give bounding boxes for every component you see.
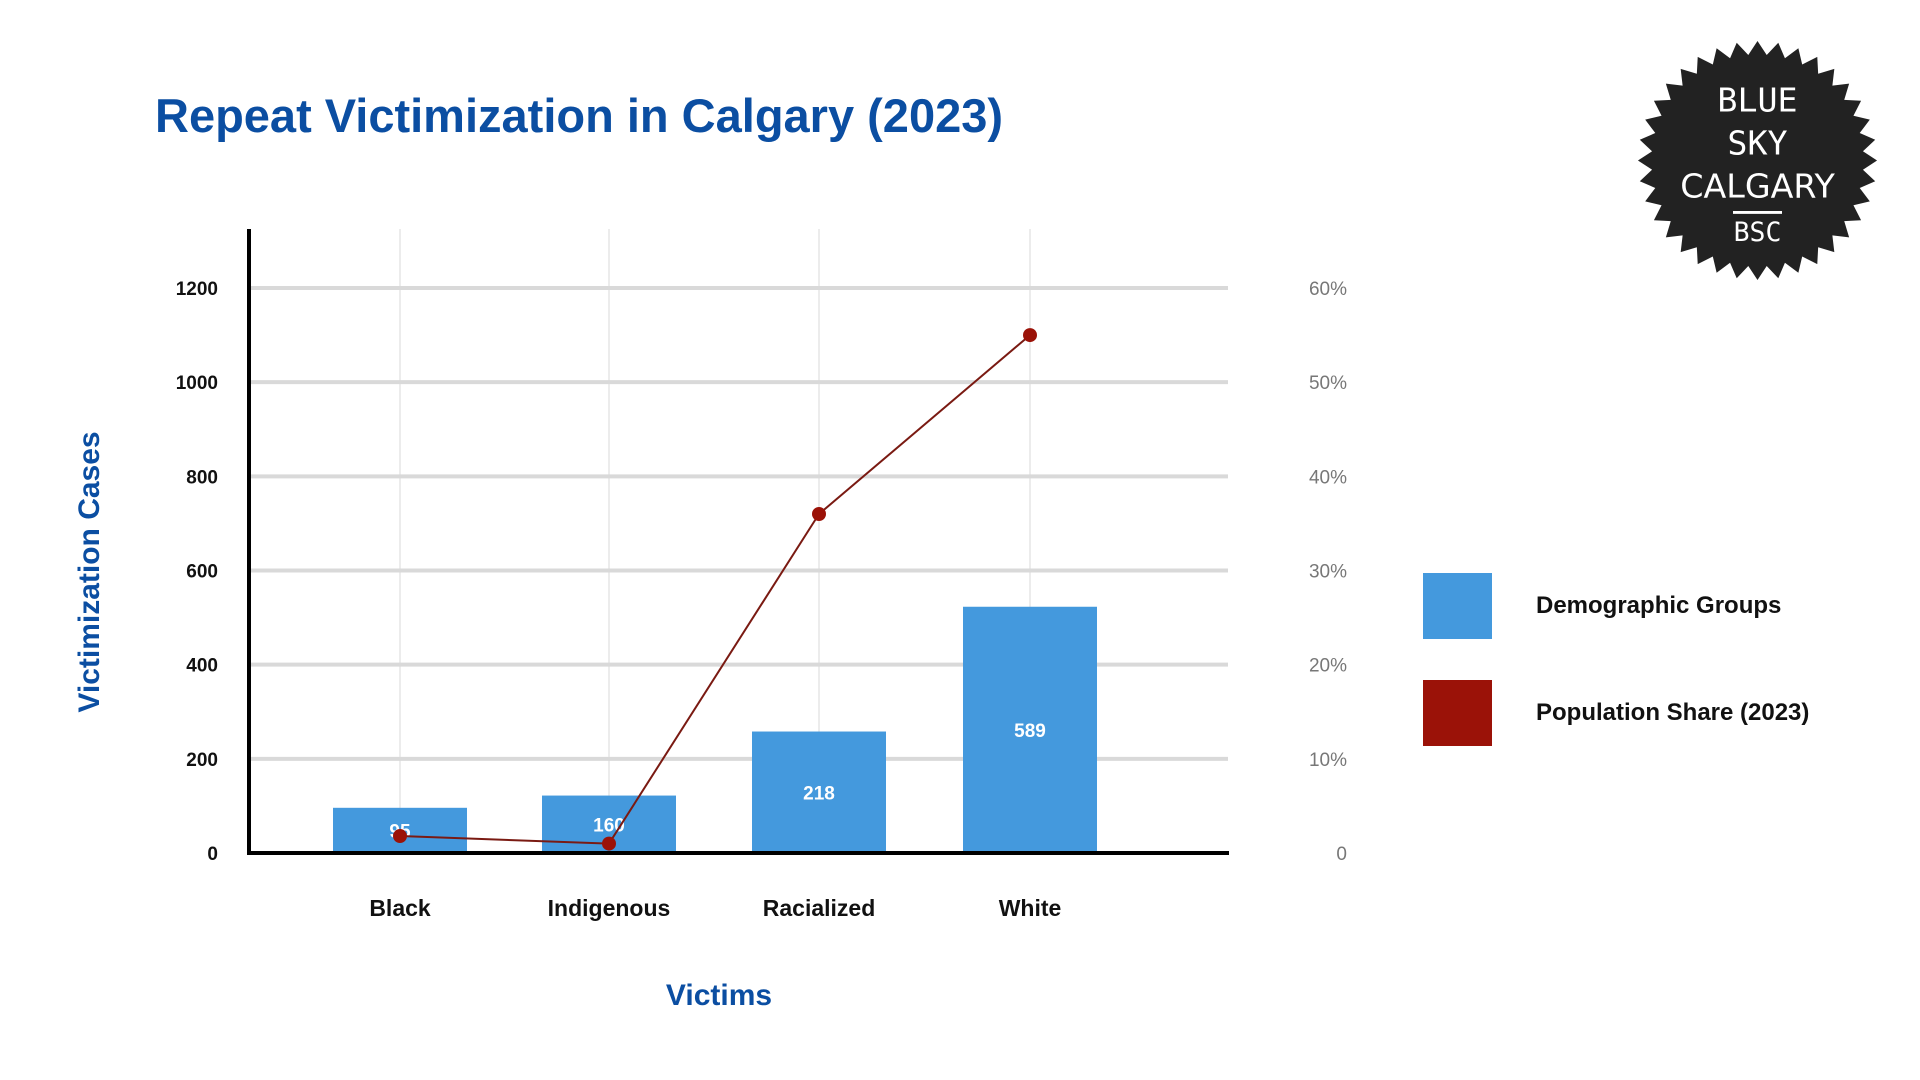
blue-sky-calgary-logo: BLUE SKY CALGARY BSC (1637, 40, 1878, 281)
legend-label: Population Share (2023) (1536, 699, 1810, 726)
logo-line: CALGARY (1680, 167, 1835, 206)
logo-line: SKY (1727, 124, 1787, 163)
logo-line: BLUE (1717, 81, 1797, 120)
y2-tick-label: 40% (1309, 467, 1347, 488)
line-point (1023, 328, 1037, 343)
y2-tick-label: 60% (1309, 279, 1347, 300)
tick-labels: 0 0 200 10% 400 20% 600 30% 800 40% 1000 50% 1200 60%… (176, 279, 1347, 921)
line-point (602, 836, 616, 851)
legend-item-demographic-groups: Demographic Groups (1423, 573, 1781, 639)
x-category-label: Racialized (763, 895, 876, 921)
x-category-label: Black (369, 895, 431, 921)
bar-data-label: 589 (1014, 721, 1046, 742)
legend-swatch-red (1423, 680, 1492, 746)
line-point (812, 507, 826, 521)
bars: 95160218589 (333, 606, 1097, 853)
bar-racialized (752, 731, 886, 853)
y-tick-label: 200 (186, 750, 218, 771)
y2-tick-label: 10% (1309, 750, 1347, 771)
y-tick-label: 400 (186, 656, 218, 677)
y-tick-label: 0 (207, 844, 218, 865)
y2-tick-label: 30% (1309, 562, 1347, 583)
population-share-line (393, 328, 1037, 851)
legend-label: Demographic Groups (1536, 592, 1782, 619)
bar-white (963, 606, 1097, 853)
bar-data-label: 218 (803, 783, 835, 804)
x-category-label: Indigenous (548, 895, 671, 921)
axes (247, 229, 1229, 855)
legend-swatch-blue (1423, 573, 1492, 639)
line-point (393, 829, 407, 844)
logo-line: BSC (1734, 217, 1782, 248)
y-tick-label: 600 (186, 562, 218, 583)
y-tick-label: 1200 (176, 279, 218, 300)
chart-title: Repeat Victimization in Calgary (2023) (155, 89, 1004, 142)
y2-tick-label: 20% (1309, 656, 1347, 677)
y-tick-label: 1000 (176, 373, 218, 394)
legend-item-population-share: Population Share (2023) (1423, 680, 1809, 746)
x-axis-title: Victims (666, 979, 772, 1012)
x-category-label: White (999, 895, 1062, 921)
y2-tick-label: 0 (1336, 844, 1347, 865)
y-tick-label: 800 (186, 467, 218, 488)
line-path (399, 334, 1031, 845)
y2-tick-label: 50% (1309, 373, 1347, 394)
y-axis-title: Victimization Cases (73, 431, 106, 712)
